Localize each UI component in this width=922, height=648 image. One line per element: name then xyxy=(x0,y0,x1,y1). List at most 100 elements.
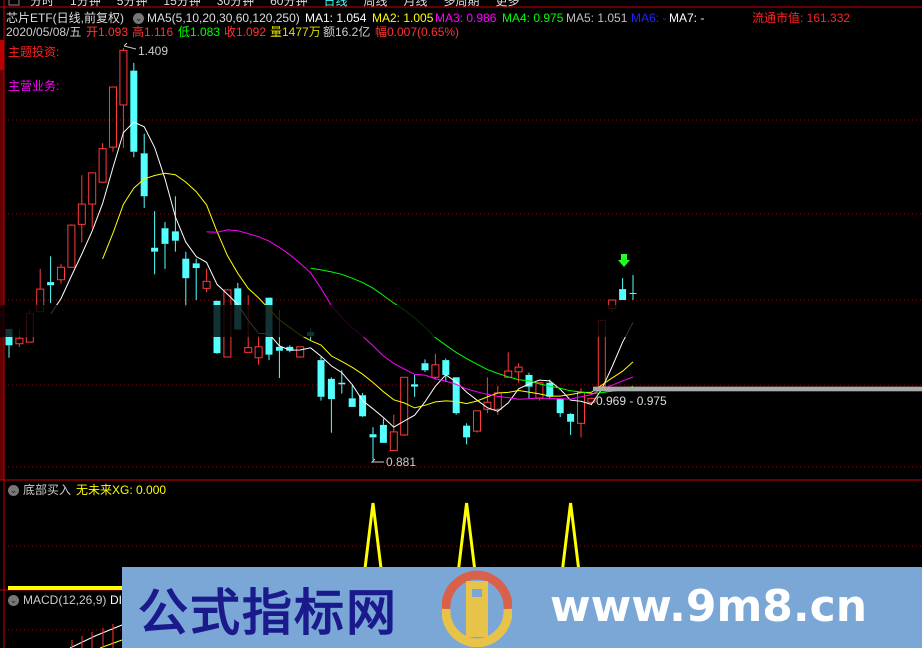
ma1-value: MA1: 1.054 xyxy=(305,11,367,25)
ma2-value: MA2: 1.005 xyxy=(372,11,434,25)
signal-arrow-down-icon xyxy=(618,254,630,267)
candle-body xyxy=(98,148,107,183)
ma20-line xyxy=(206,229,634,400)
candle xyxy=(67,224,76,268)
candle xyxy=(359,392,367,418)
candle-body xyxy=(77,203,86,225)
candle-body xyxy=(587,397,596,403)
toolbar-item-4[interactable]: 30分钟 xyxy=(216,0,255,8)
macd-dea-line xyxy=(99,639,123,648)
toolbar-item-6[interactable]: 日线 xyxy=(323,0,348,8)
candle xyxy=(182,251,190,308)
candle-body xyxy=(192,263,200,269)
candle-body xyxy=(411,384,419,387)
candle-body xyxy=(338,382,346,385)
main-business-label: 主营业务: xyxy=(8,79,60,93)
candle xyxy=(296,346,305,358)
candle-body xyxy=(161,228,169,244)
candle xyxy=(171,196,179,252)
toolbar-item-5[interactable]: 60分钟 xyxy=(270,0,308,8)
max-price-label: 1.409 xyxy=(138,44,169,58)
ma5-line xyxy=(50,121,634,428)
low-value: 低1.083 xyxy=(178,25,221,39)
candle-body xyxy=(379,424,387,443)
candle-body xyxy=(463,425,471,438)
candle-body xyxy=(317,360,325,397)
candle xyxy=(556,398,564,418)
candle xyxy=(140,133,148,208)
theme-investment-label: 主题投资: xyxy=(8,45,60,59)
toolbar-item-2[interactable]: 5分钟 xyxy=(116,0,148,8)
toolbar-item-3[interactable]: 15分钟 xyxy=(163,0,201,8)
ma7-value: MA7: - xyxy=(669,11,705,25)
candle-body xyxy=(421,363,429,371)
candle-body xyxy=(400,376,409,436)
candle-body xyxy=(244,347,253,353)
toolbar-item-8[interactable]: 月线 xyxy=(403,0,428,8)
candle-body xyxy=(286,346,294,351)
candle-body xyxy=(119,49,128,106)
toolbar-item-0[interactable]: 分时 xyxy=(30,0,55,8)
toolbar-button xyxy=(8,0,20,6)
candle-body xyxy=(171,231,179,241)
candle xyxy=(202,268,211,293)
xg-value: 无未来XG: 0.000 xyxy=(76,483,167,497)
candle-body xyxy=(151,247,159,252)
change-value: 幅0.007(0.65%) xyxy=(375,25,460,39)
candle-body xyxy=(567,413,575,422)
macd-menu-icon[interactable]: ⌄ xyxy=(8,595,19,606)
candle xyxy=(411,374,419,397)
candle xyxy=(109,86,117,152)
ma-params: MA5(5,10,20,30,60,120,250) xyxy=(147,11,300,25)
candle xyxy=(504,352,513,378)
candle-body xyxy=(15,337,24,345)
candle-body xyxy=(109,86,117,148)
candle xyxy=(77,175,86,243)
candle xyxy=(514,363,523,383)
candle xyxy=(192,258,200,301)
bar-date: 2020/05/08/五 xyxy=(6,25,82,39)
macd-name: MACD(12,26,9) xyxy=(23,593,107,607)
candle xyxy=(88,172,97,229)
overlays xyxy=(0,42,922,463)
candle xyxy=(254,335,263,365)
candle xyxy=(431,353,440,380)
toolbar-item-9[interactable]: 多周期 xyxy=(443,0,480,8)
candle-body xyxy=(556,399,564,414)
candle xyxy=(119,48,128,148)
indicator-name: 底部买入 xyxy=(23,483,72,497)
candle-body xyxy=(47,282,55,286)
watermark-band xyxy=(0,305,922,337)
toolbar-item-1[interactable]: 1分钟 xyxy=(70,0,101,8)
axis-highlight xyxy=(0,40,4,70)
candle-body xyxy=(629,293,637,295)
toolbar-item-7[interactable]: 周线 xyxy=(363,0,388,8)
candle-body xyxy=(140,153,148,197)
xg-signal-spike xyxy=(361,502,385,589)
xg-signal-spike xyxy=(454,502,479,589)
candle xyxy=(421,359,429,372)
candle xyxy=(161,222,169,269)
candle xyxy=(151,211,159,275)
candle xyxy=(629,275,637,301)
candle xyxy=(47,256,55,304)
candle-body xyxy=(327,378,335,400)
amount-value: 额16.2亿 xyxy=(323,25,371,39)
candle-body xyxy=(202,280,211,289)
open-value: 开1.093 xyxy=(86,25,129,39)
ma4-value: MA4: 0.975 xyxy=(502,11,564,25)
candle xyxy=(442,358,450,382)
panel-menu-icon[interactable]: ⌄ xyxy=(8,485,19,496)
watermark-banner: 公式指标网 www.9m8.cn xyxy=(122,567,922,648)
xg-indicator xyxy=(8,502,583,590)
candle-body xyxy=(359,395,367,417)
candle xyxy=(452,377,460,415)
macd-dif-label: DI xyxy=(110,593,122,607)
ma10-line xyxy=(102,172,634,409)
candle-body xyxy=(254,346,263,359)
range-label: 0.969 - 0.975 xyxy=(596,394,667,408)
candle xyxy=(369,427,377,460)
toolbar-item-10[interactable]: 更多 xyxy=(495,0,520,8)
dropdown-icon[interactable]: ⌄ xyxy=(133,13,144,24)
